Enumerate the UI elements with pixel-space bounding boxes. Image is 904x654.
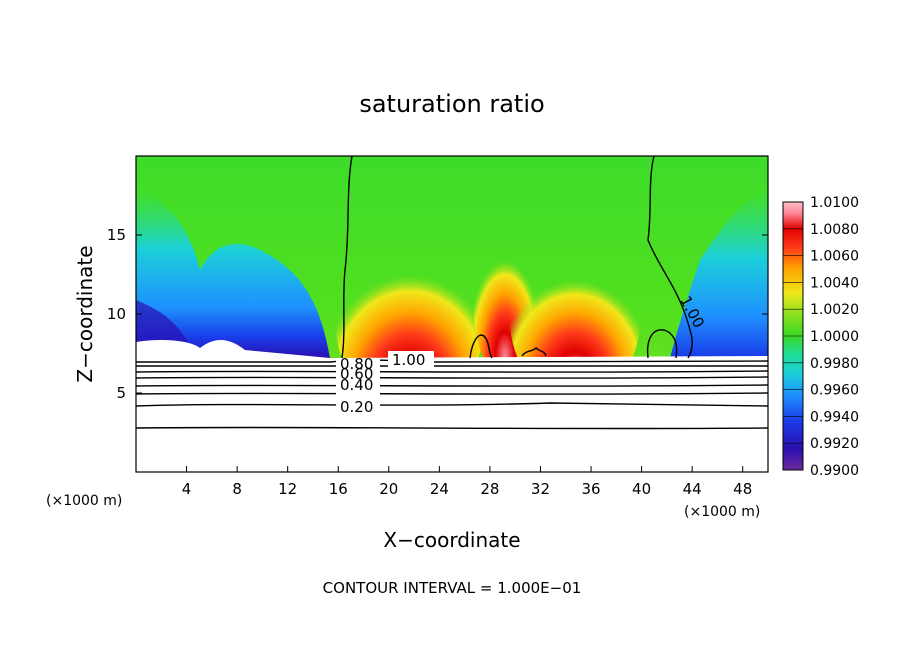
- x-axis-ticks: 4 8 12 16 20 24 28 32 36 40 44 48: [182, 466, 752, 498]
- colorbar-tick-label: 0.9960: [810, 383, 859, 399]
- x-unit-left: (×1000 m): [46, 493, 122, 509]
- x-tick-label: 40: [632, 480, 651, 498]
- x-tick-label: 20: [379, 480, 398, 498]
- contour-label-0.40: 0.40: [340, 376, 373, 394]
- contour-interval-caption: CONTOUR INTERVAL = 1.000E−01: [323, 579, 582, 597]
- contour-1.00-left: [341, 156, 353, 359]
- field-left-dry-zone: [136, 190, 330, 358]
- colorbar-tick-label: 1.0100: [810, 195, 859, 211]
- x-tick-label: 28: [480, 480, 499, 498]
- contour-label-bg: [336, 358, 380, 406]
- x-tick-label: 48: [733, 480, 752, 498]
- colorbar-tick-label: 1.0060: [810, 249, 859, 265]
- x-tick-label: 8: [232, 480, 242, 498]
- colorbar-tick-label: 1.0080: [810, 222, 859, 238]
- x-axis-label: X−coordinate: [383, 528, 520, 552]
- x-unit-right: (×1000 m): [684, 504, 760, 520]
- colorbar-tick-label: 1.0000: [810, 329, 859, 345]
- colorbar-ticks: 1.0100 1.0080 1.0060 1.0040 1.0020 1.0000 0.99…: [783, 195, 859, 479]
- y-axis-label: Z−coordinate: [73, 245, 97, 382]
- contour-level-5: [136, 384, 768, 387]
- y-tick-label: 10: [107, 305, 126, 323]
- colorbar-tick-label: 0.9900: [810, 463, 859, 479]
- chart-title: saturation ratio: [359, 90, 544, 118]
- field-lower-region: [136, 339, 768, 472]
- contour-label-0.60: 0.60: [340, 365, 373, 383]
- x-tick-label: 12: [278, 480, 297, 498]
- contour-label-0.80: 0.80: [340, 355, 373, 373]
- contour-label-bg: [388, 351, 434, 367]
- field-right-dry-zone: [670, 190, 768, 358]
- contour-level-6: [136, 392, 768, 395]
- contour-1.00-loop: [646, 329, 678, 359]
- y-tick-label: 15: [107, 226, 126, 244]
- contour-1.00-bump-2: [521, 347, 547, 357]
- y-axis-ticks: 5 10 15: [107, 226, 768, 402]
- x-tick-label: 44: [683, 480, 702, 498]
- saturation-field: [136, 156, 768, 472]
- field-left-deep-zone: [136, 300, 190, 350]
- contour-level-4: [136, 376, 768, 379]
- x-tick-label: 16: [329, 480, 348, 498]
- colorbar: 1.0100 1.0080 1.0060 1.0040 1.0020 1.0000 0.99…: [782, 195, 859, 479]
- colorbar-tick-label: 1.0040: [810, 275, 859, 291]
- colorbar-tick-label: 0.9980: [810, 356, 859, 372]
- contour-label-near-surface: 1.00: [392, 351, 425, 369]
- x-tick-label: 32: [531, 480, 550, 498]
- x-tick-label: 36: [581, 480, 600, 498]
- x-tick-label: 4: [182, 480, 192, 498]
- x-tick-label: 24: [430, 480, 449, 498]
- colorbar-tick-label: 0.9940: [810, 409, 859, 425]
- contour-1.00-bump: [469, 334, 493, 359]
- y-tick-label: 5: [116, 384, 126, 402]
- colorbar-tick-label: 0.9920: [810, 436, 859, 452]
- colorbar-tick-label: 1.0020: [810, 302, 859, 318]
- contour-level-8: [136, 426, 768, 430]
- contour-1.00-right: [647, 156, 693, 359]
- contour-label-0.20: 0.20: [340, 398, 373, 416]
- contour-level-3: [136, 370, 768, 373]
